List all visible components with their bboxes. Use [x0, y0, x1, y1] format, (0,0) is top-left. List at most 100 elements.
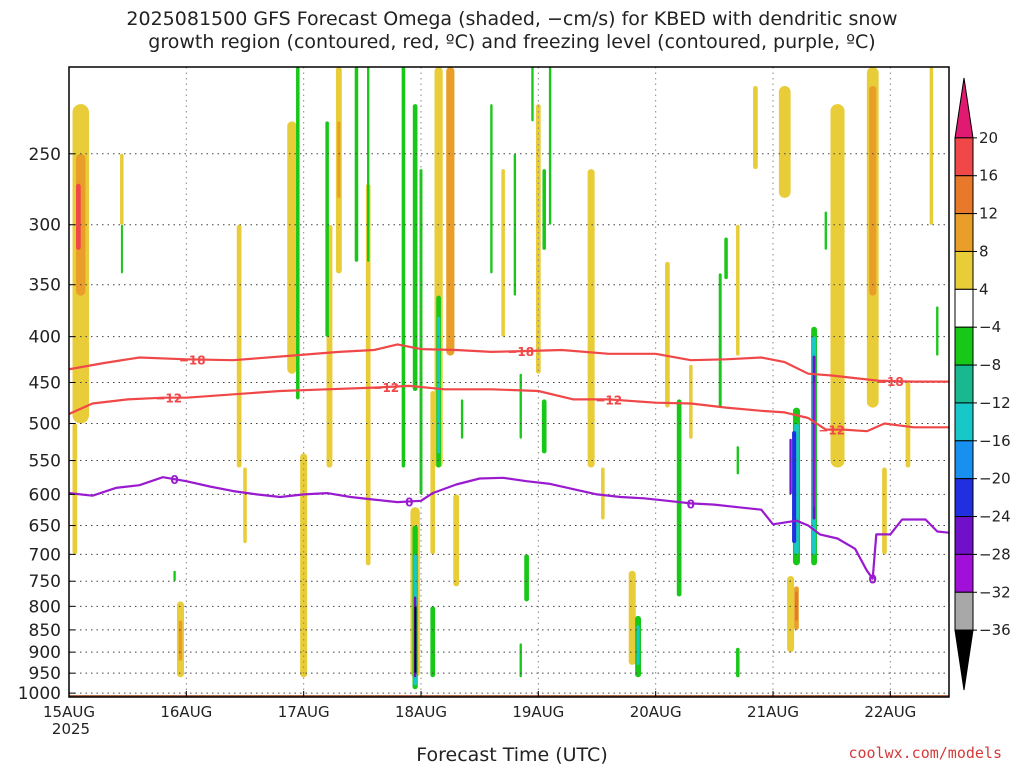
omega-blob [367, 67, 370, 262]
colorbar-swatch [954, 516, 974, 555]
colorbar-swatch [954, 213, 974, 252]
contour-line [69, 384, 949, 433]
y-tick-label: 800 [29, 597, 61, 617]
colorbar-swatch [954, 478, 974, 518]
contour-lines: −18 −18 −18 −12 −12 −12 −12 0 0 0 0 [69, 343, 949, 587]
site-credit: coolwx.com/models [848, 744, 1002, 762]
contour-label: −18 [877, 375, 904, 389]
omega-blob [365, 183, 371, 566]
colorbar-bottom-arrow [954, 629, 974, 691]
omega-blob [869, 85, 877, 296]
omega-blob [76, 183, 81, 250]
omega-blob [173, 570, 176, 582]
y-tick-label: 900 [29, 643, 61, 663]
title-line-1: 2025081500 GFS Forecast Omega (shaded, −… [126, 8, 898, 30]
contour-label: −12 [818, 424, 845, 438]
x-tick-label: 22AUG [864, 703, 916, 721]
omega-blob [787, 575, 795, 653]
contour-label: −12 [595, 393, 622, 407]
omega-blob [824, 211, 827, 250]
y-tick-label: 850 [29, 621, 61, 641]
omega-blob [628, 570, 636, 665]
contour-label: −12 [155, 392, 182, 406]
y-tick-label: 650 [29, 517, 61, 537]
colorbar-swatch [954, 175, 974, 215]
y-tick-label: 1000 [18, 684, 61, 704]
colorbar-swatch [954, 364, 974, 404]
omega-blob [296, 67, 300, 400]
colorbar-swatch [954, 326, 974, 366]
omega-blob [905, 382, 911, 468]
colorbar-label: −16 [979, 432, 1011, 450]
omega-blob [120, 224, 123, 274]
colorbar-label: −28 [979, 545, 1011, 563]
omega-blob [120, 153, 124, 225]
colorbar-swatch [954, 591, 974, 631]
x-tick-label: 18AUG [395, 703, 447, 721]
omega-blob [490, 104, 493, 274]
omega-blob [542, 169, 546, 250]
colorbar-label: −32 [979, 583, 1011, 601]
omega-blob [437, 316, 441, 454]
colorbar-label: −12 [979, 394, 1011, 412]
colorbar-label: −4 [979, 318, 1001, 336]
omega-blob [300, 453, 308, 678]
y-tick-label: 350 [29, 276, 61, 296]
y-tick-label: 400 [29, 328, 61, 348]
omega-blob [778, 85, 791, 198]
omega-blob [601, 467, 605, 520]
omega-blob [401, 67, 406, 468]
omega-blob [501, 169, 505, 337]
colorbar-label: −8 [979, 356, 1001, 374]
omega-blob [736, 446, 739, 475]
x-tick-label: 21AUG [747, 703, 799, 721]
colorbar: 20 16 12 8 4 −4 −8 −12 −16 −20 −24 −28 −32 −36 [954, 77, 1011, 691]
omega-blob [587, 169, 595, 468]
colorbar-label: 8 [979, 242, 989, 260]
omega-blob [813, 382, 816, 508]
contour-line [69, 343, 949, 383]
omega-blob [325, 121, 329, 337]
omega-shading [72, 67, 939, 690]
omega-blob [236, 224, 242, 468]
omega-blob [453, 494, 460, 587]
contour-label: −18 [179, 353, 206, 367]
title-line-2: growth region (contoured, red, ºC) and f… [148, 31, 876, 53]
contour-label: −18 [507, 345, 534, 359]
omega-blob [287, 121, 297, 374]
y-tick-label: 250 [29, 145, 61, 165]
y-axis-ticks: 2503003504004505005506006507007508008509… [18, 145, 75, 704]
omega-blob [243, 467, 247, 544]
omega-blob [736, 647, 740, 678]
ground-surface [69, 695, 949, 697]
colorbar-label: 16 [979, 167, 998, 185]
omega-blob [830, 104, 845, 468]
x-tick-label: 20AUG [630, 703, 682, 721]
x-tick-label: 17AUG [278, 703, 330, 721]
colorbar-swatch [954, 250, 974, 290]
y-tick-label: 950 [29, 664, 61, 684]
colorbar-label: −36 [979, 621, 1011, 639]
y-tick-label: 300 [29, 216, 61, 236]
omega-blob [430, 606, 436, 678]
omega-blob [430, 391, 436, 555]
omega-blob [337, 121, 341, 198]
omega-blob [412, 104, 418, 392]
y-tick-label: 450 [29, 373, 61, 393]
contour-label: 0 [687, 497, 695, 511]
y-tick-label: 600 [29, 485, 61, 505]
contour-label: 0 [869, 573, 877, 587]
omega-blob [524, 554, 529, 602]
colorbar-label: −20 [979, 470, 1011, 488]
y-tick-label: 700 [29, 545, 61, 565]
omega-blob [531, 67, 534, 122]
contour-label: 0 [170, 473, 178, 487]
omega-blob [548, 67, 552, 225]
omega-blob [724, 237, 728, 280]
omega-blob [736, 224, 740, 356]
omega-blob [354, 67, 359, 262]
colorbar-label: −24 [979, 508, 1011, 526]
omega-blob [882, 467, 887, 555]
